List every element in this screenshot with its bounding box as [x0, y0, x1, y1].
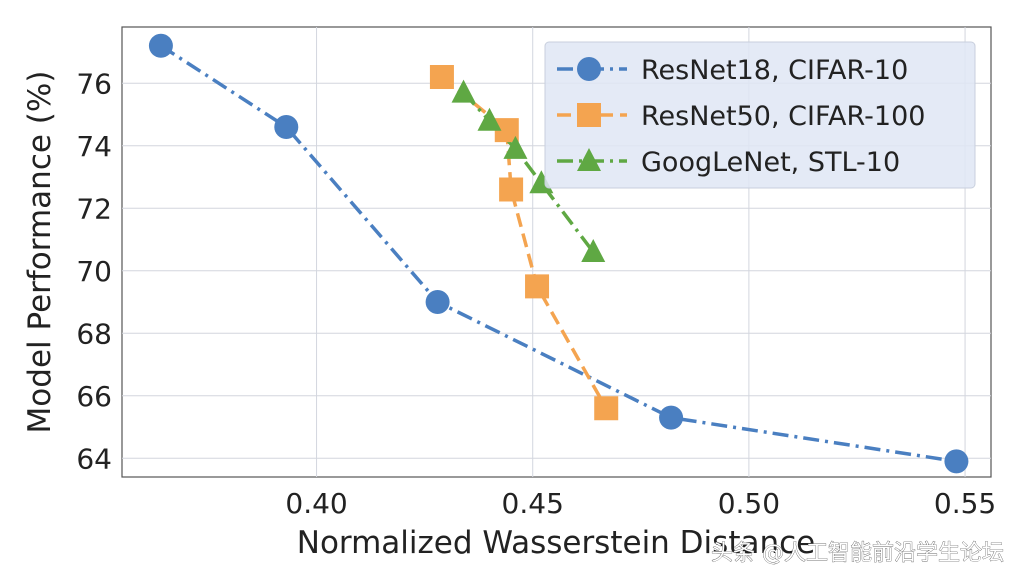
data-point-circle — [148, 33, 173, 58]
x-tick-label: 0.45 — [502, 487, 564, 520]
y-axis-label: Model Performance (%) — [22, 71, 58, 434]
y-tick-label: 68 — [76, 317, 112, 350]
series-markers — [148, 33, 969, 474]
series-line-2 — [440, 75, 608, 410]
legend-label: ResNet50, CIFAR-100 — [641, 101, 925, 132]
axis-ticks: 0.40 0.45 0.50 0.55 64 66 68 70 72 74 76 — [76, 67, 996, 520]
data-point-circle — [659, 405, 684, 430]
legend-marker-circle — [577, 57, 601, 81]
legend-marker-square — [577, 103, 601, 127]
data-point-square — [499, 177, 524, 202]
data-point-triangle — [503, 135, 528, 159]
data-point-square — [429, 65, 454, 89]
y-tick-label: 74 — [76, 130, 112, 163]
legend-box — [544, 41, 976, 189]
legend-label: GoogLeNet, STL-10 — [641, 147, 900, 178]
x-tick-label: 0.55 — [934, 487, 996, 520]
legend: ResNet18, CIFAR-10 ResNet50, CIFAR-100 Goo… — [544, 41, 976, 189]
x-tick-label: 0.50 — [718, 487, 780, 520]
y-tick-label: 70 — [76, 255, 112, 288]
legend-marker-triangle — [577, 148, 601, 171]
data-point-square — [594, 396, 619, 421]
data-point-circle — [425, 290, 450, 314]
watermark: 头条 @人工智能前沿学生论坛 — [711, 541, 1004, 566]
data-point-square — [525, 274, 550, 299]
x-axis-label: Normalized Wasserstein Distance — [297, 525, 815, 561]
y-tick-label: 64 — [76, 442, 112, 475]
y-tick-label: 72 — [76, 192, 112, 225]
data-point-triangle — [477, 107, 502, 131]
y-tick-label: 76 — [76, 67, 112, 100]
legend-label: ResNet18, CIFAR-10 — [641, 55, 908, 86]
data-point-triangle — [451, 79, 476, 103]
data-point-triangle — [581, 239, 606, 262]
data-point-circle — [274, 115, 299, 139]
data-point-circle — [944, 449, 969, 474]
x-tick-label: 0.40 — [285, 487, 347, 520]
y-tick-label: 66 — [76, 380, 112, 413]
